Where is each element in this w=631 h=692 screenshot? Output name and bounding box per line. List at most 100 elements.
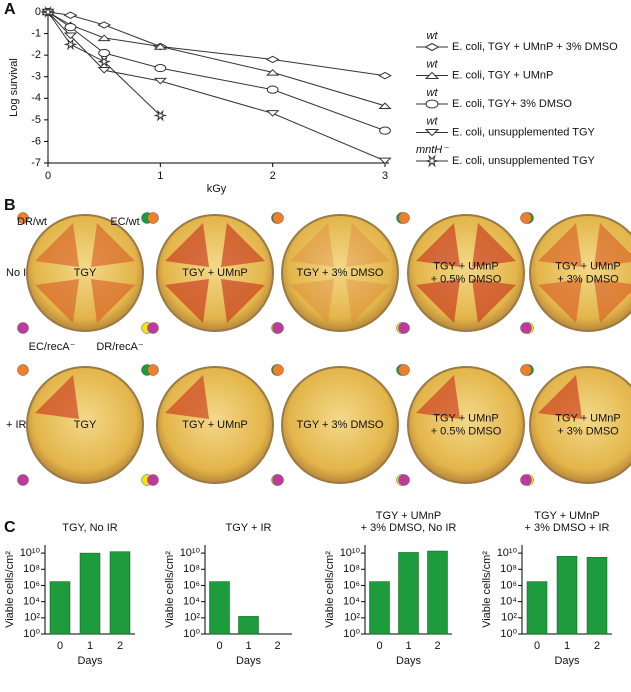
bar: [398, 552, 419, 635]
plate-label: + 3% DMSO: [557, 273, 619, 285]
marker: [153, 43, 167, 50]
streak: [416, 223, 460, 267]
plate-label: TGY + 3% DMSO: [297, 267, 384, 279]
bar: [49, 581, 71, 635]
chart-title: + 3% DMSO, No IR: [361, 522, 457, 534]
marker-dot: [17, 322, 29, 334]
marker-dot: [272, 322, 284, 334]
streak: [35, 223, 79, 267]
legend-label: E. coli, TGY + UMnP + 3% DMSO: [452, 41, 618, 53]
chart-title: + 3% DMSO + IR: [525, 522, 610, 534]
legend-label: E. coli, TGY + UMnP: [452, 69, 553, 81]
x-tick-label: 1: [245, 640, 251, 652]
quadrant-label: EC/wt: [110, 216, 139, 228]
x-tick-label: 3: [382, 170, 388, 182]
marker: [154, 63, 167, 73]
streak: [35, 279, 79, 323]
chart-title: TGY + IR: [226, 522, 272, 534]
legend-genotype: wt: [427, 58, 439, 70]
x-axis-label: Days: [77, 655, 103, 667]
x-tick-label: 2: [274, 640, 280, 652]
marker: [424, 42, 440, 52]
bar: [526, 581, 548, 635]
marker: [379, 126, 391, 135]
marker: [63, 32, 78, 40]
legend-genotype: wt: [427, 30, 439, 42]
streak: [91, 279, 135, 323]
plate-label: TGY + UMnP: [182, 267, 248, 279]
plate-label: + 3% DMSO: [557, 425, 619, 437]
streak: [538, 223, 582, 267]
marker-dot: [520, 474, 532, 486]
x-tick-label: 2: [594, 640, 600, 652]
marker-dot: [520, 322, 532, 334]
y-tick-label: 10⁶: [343, 579, 360, 591]
y-tick-label: 10⁰: [343, 628, 360, 640]
marker: [97, 67, 111, 74]
x-axis-label: kGy: [207, 183, 227, 195]
y-tick-label: 10⁶: [500, 579, 517, 591]
marker: [424, 129, 440, 137]
panel-label: A: [4, 1, 16, 18]
marker: [378, 157, 392, 165]
plate-label: TGY: [74, 419, 97, 431]
streak: [290, 279, 334, 323]
streak: [165, 223, 209, 267]
marker-dot: [147, 364, 159, 376]
x-tick-label: 0: [534, 640, 540, 652]
marker: [63, 38, 78, 51]
y-tick-label: 10⁸: [343, 563, 360, 575]
y-tick-label: 10¹⁰: [497, 547, 518, 559]
x-tick-label: 1: [157, 170, 163, 182]
y-tick-label: -3: [31, 71, 41, 83]
x-tick-label: 0: [57, 640, 63, 652]
bar: [586, 557, 608, 635]
y-axis-label: Viable cells/cm²: [481, 551, 493, 628]
marker-dot: [147, 474, 159, 486]
marker: [97, 55, 112, 68]
streak: [346, 223, 390, 267]
x-tick-label: 1: [405, 640, 411, 652]
y-tick-label: 10²: [24, 612, 40, 624]
marker: [378, 71, 392, 80]
streak: [594, 279, 631, 323]
plate-label: + 0.5% DMSO: [431, 425, 502, 437]
marker: [424, 71, 440, 79]
y-tick-label: 10²: [501, 612, 517, 624]
y-tick-label: 10⁶: [183, 579, 200, 591]
plate-label: TGY + UMnP: [182, 419, 248, 431]
marker-dot: [398, 322, 410, 334]
marker: [266, 110, 280, 117]
marker-dot: [147, 212, 159, 224]
panel-label: B: [4, 197, 16, 214]
streak: [538, 279, 582, 323]
legend-label: E. coli, unsupplemented TGY: [452, 126, 596, 138]
bar: [238, 616, 259, 635]
bar: [427, 550, 448, 635]
chart-title: TGY + UMnP: [376, 510, 442, 522]
marker-dot: [272, 212, 284, 224]
legend-label: E. coli, TGY+ 3% DMSO: [452, 98, 572, 110]
y-tick-label: -7: [31, 157, 41, 169]
series-line: [47, 11, 386, 132]
marker: [63, 11, 78, 19]
series-line: [47, 11, 386, 77]
y-tick-label: 10⁰: [23, 628, 40, 640]
marker: [266, 85, 279, 94]
streak: [594, 223, 631, 267]
streak: [165, 279, 209, 323]
panel-label: C: [4, 519, 16, 536]
legend-genotype: wt: [427, 87, 439, 99]
y-tick-label: 10¹⁰: [180, 547, 201, 559]
y-tick-label: 10⁸: [23, 563, 40, 575]
quadrant-label: DR/wt: [17, 216, 47, 228]
bar: [109, 551, 131, 635]
y-tick-label: 10⁰: [183, 628, 200, 640]
marker-dot: [398, 474, 410, 486]
legend-genotype: wt: [427, 115, 439, 127]
x-tick-label: 1: [564, 640, 570, 652]
quadrant-label: EC/recA⁻: [29, 341, 76, 353]
bar: [79, 552, 101, 635]
y-axis-label: Viable cells/cm²: [324, 551, 336, 628]
